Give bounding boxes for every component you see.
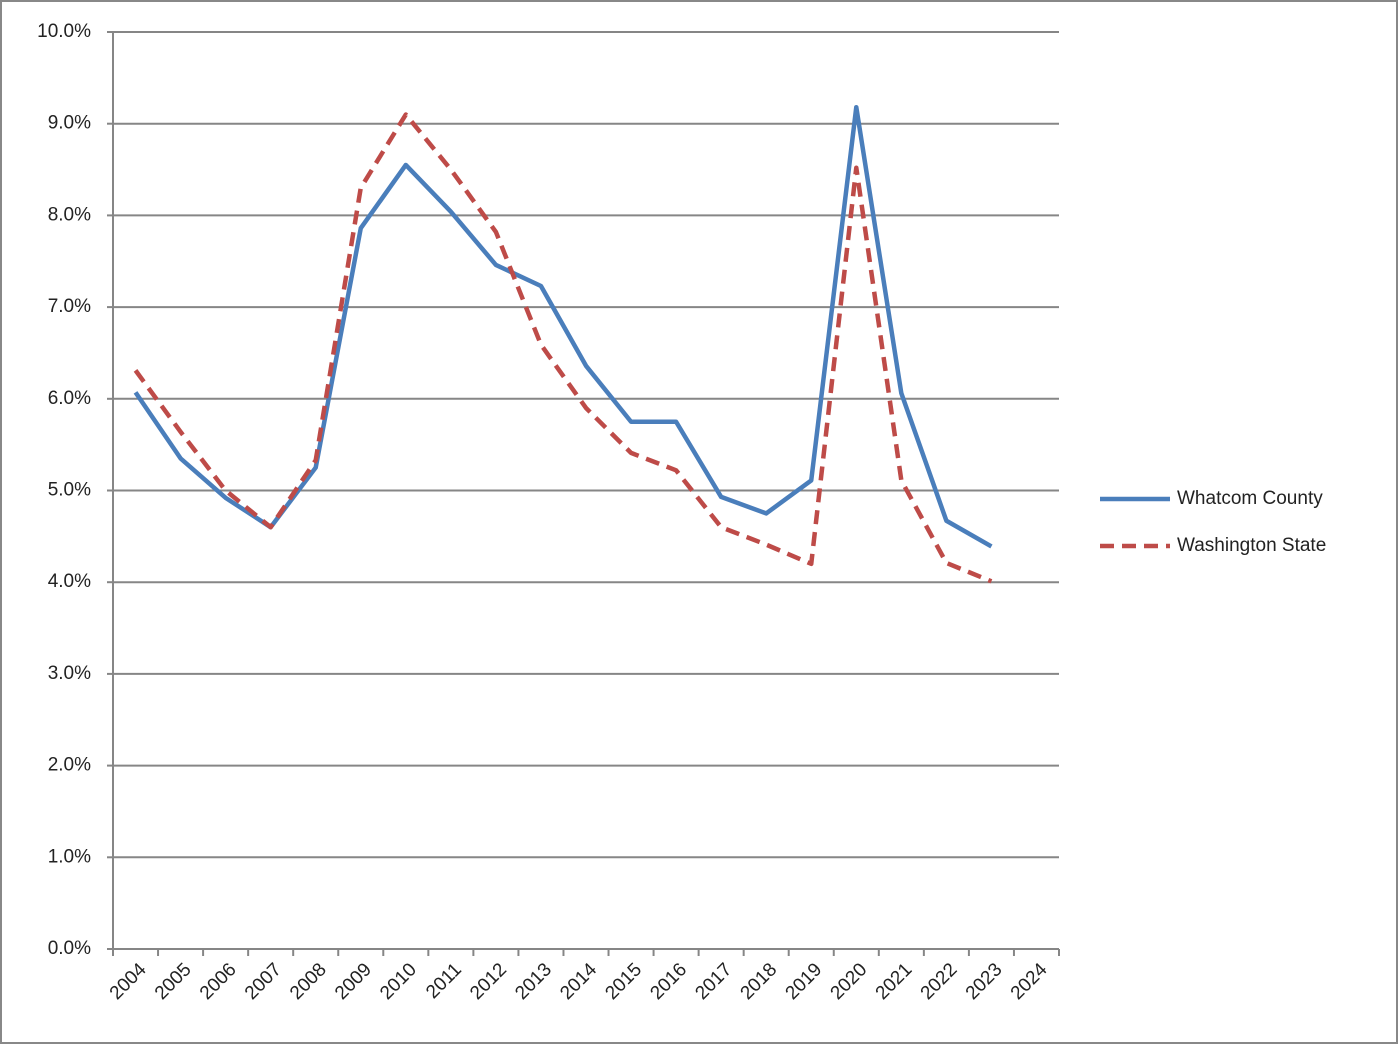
y-tick-label: 8.0% [48, 204, 91, 225]
y-tick-label: 1.0% [48, 846, 91, 867]
y-tick-label: 2.0% [48, 755, 91, 776]
y-tick-label: 9.0% [48, 113, 91, 134]
legend-label: Whatcom County [1177, 488, 1323, 509]
y-tick-label: 3.0% [48, 663, 91, 684]
legend-label: Washington State [1177, 535, 1326, 556]
series-line [133, 112, 993, 584]
y-tick-label: 5.0% [48, 480, 91, 501]
y-tick-label: 4.0% [48, 571, 91, 592]
y-tick-label: 7.0% [48, 296, 91, 317]
y-tick-label: 10.0% [37, 21, 91, 42]
y-tick-label: 0.0% [48, 938, 91, 959]
y-tick-label: 6.0% [48, 388, 91, 409]
